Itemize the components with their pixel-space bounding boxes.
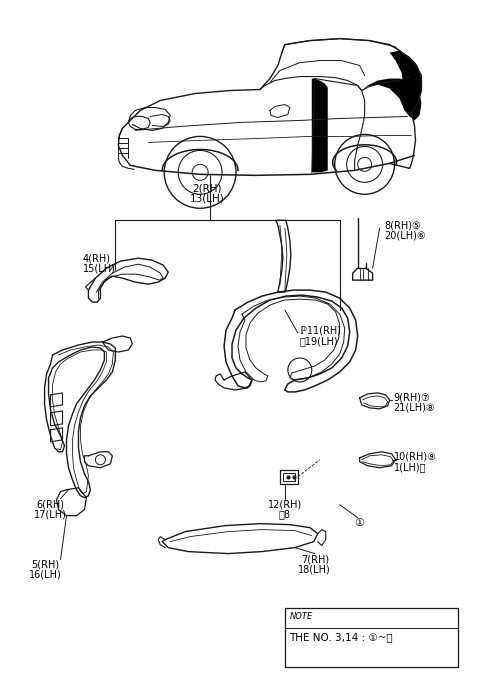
- Text: NOTE: NOTE: [289, 612, 312, 621]
- Text: 9(RH)⑦: 9(RH)⑦: [394, 393, 430, 403]
- FancyBboxPatch shape: [283, 473, 295, 481]
- FancyBboxPatch shape: [286, 608, 458, 667]
- Text: 21(LH)⑧: 21(LH)⑧: [394, 403, 435, 413]
- Text: 15(LH): 15(LH): [83, 263, 115, 273]
- Text: 6(RH): 6(RH): [36, 500, 64, 510]
- Text: ㆓19(LH): ㆓19(LH): [300, 336, 338, 346]
- Polygon shape: [361, 78, 421, 120]
- Polygon shape: [312, 78, 328, 172]
- Text: 20(LH)⑥: 20(LH)⑥: [384, 230, 426, 240]
- Text: ⎈8: ⎈8: [279, 510, 291, 520]
- Text: 4(RH): 4(RH): [83, 253, 110, 263]
- Text: 8(RH)⑤: 8(RH)⑤: [384, 220, 421, 230]
- Polygon shape: [390, 51, 421, 113]
- Text: 12(RH): 12(RH): [268, 500, 302, 510]
- Text: 2(RH): 2(RH): [192, 183, 222, 193]
- Text: 16(LH): 16(LH): [29, 570, 62, 580]
- Text: 1(LH)⑪: 1(LH)⑪: [394, 462, 426, 472]
- Text: 7(RH): 7(RH): [301, 554, 329, 565]
- Text: 5(RH): 5(RH): [32, 560, 60, 570]
- Text: THE NO. 3,14 : ①~⑪: THE NO. 3,14 : ①~⑪: [289, 632, 393, 642]
- Text: 17(LH): 17(LH): [34, 510, 67, 520]
- Text: ℙ11(RH): ℙ11(RH): [300, 325, 341, 335]
- Text: 13(LH): 13(LH): [190, 193, 225, 203]
- Text: ①: ①: [355, 518, 365, 528]
- FancyBboxPatch shape: [280, 470, 298, 484]
- Text: 10(RH)⑨: 10(RH)⑨: [394, 452, 436, 462]
- Text: 18(LH): 18(LH): [299, 565, 331, 574]
